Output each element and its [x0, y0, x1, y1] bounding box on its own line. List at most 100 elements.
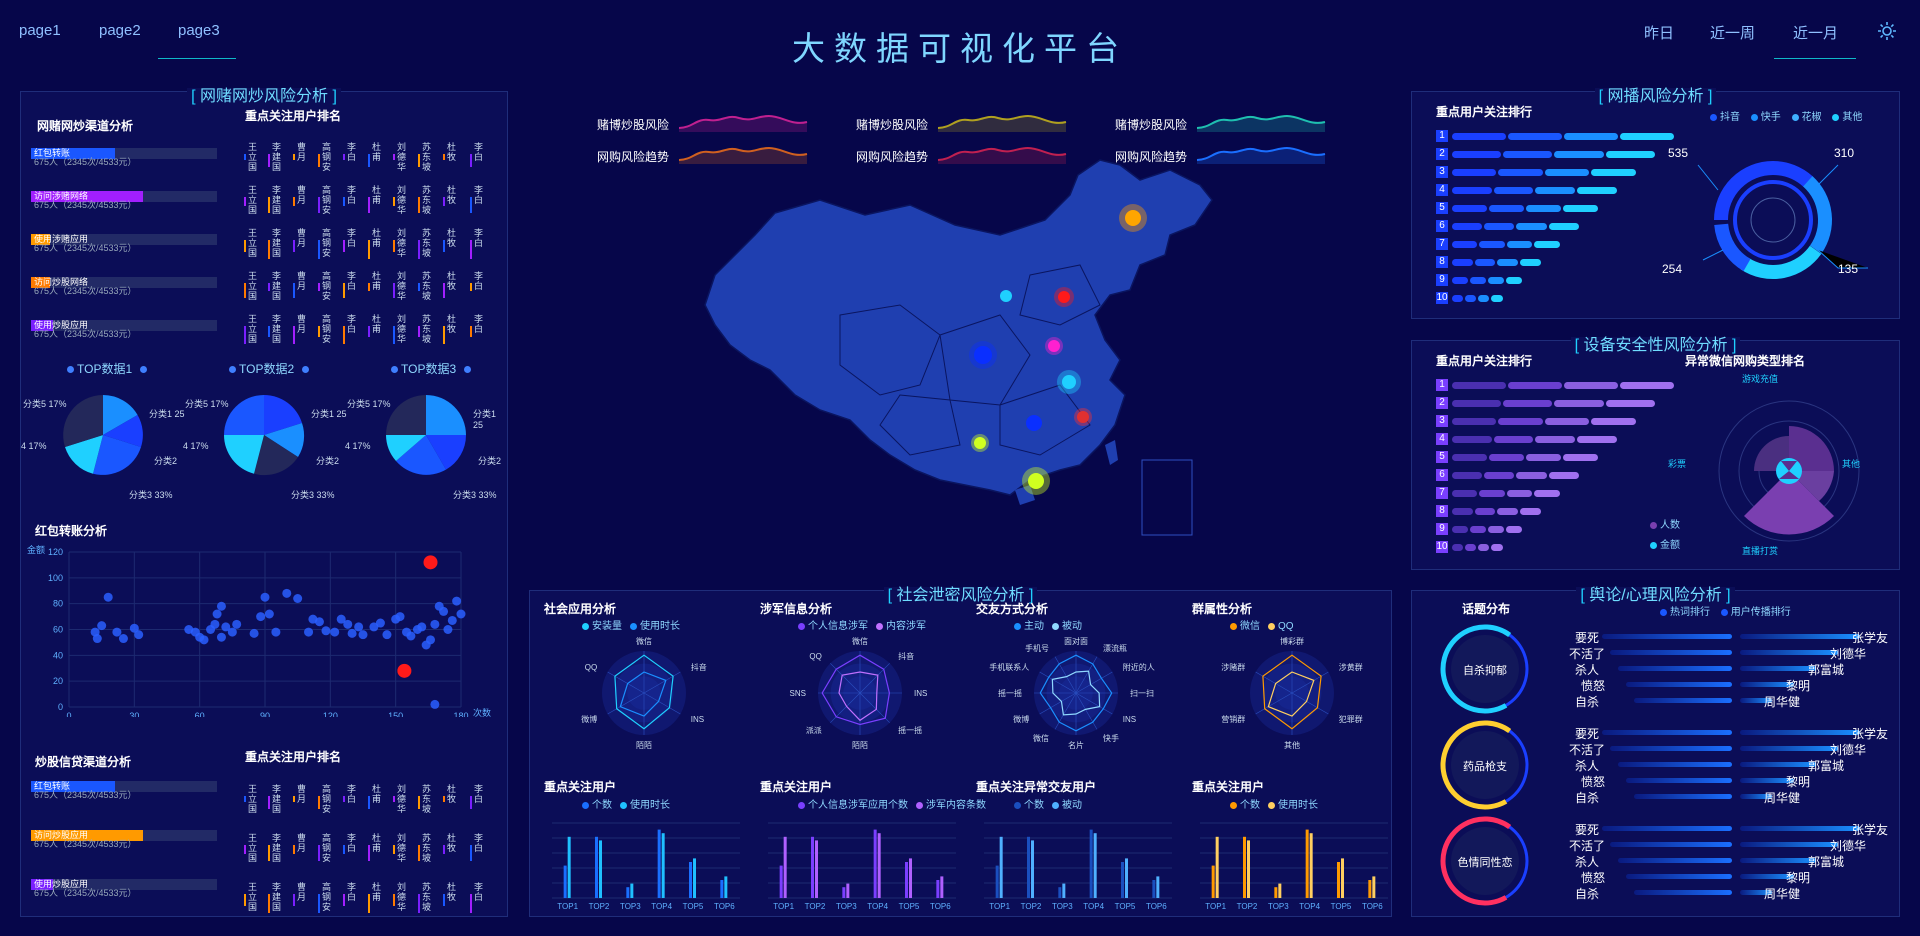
nav-page3[interactable]: page3 — [178, 22, 220, 39]
rank-name: 杜牧 — [446, 185, 456, 205]
rank-bar-segment — [1465, 295, 1477, 302]
user-label: 张学友 — [1852, 823, 1889, 837]
bar — [1274, 887, 1278, 898]
channel-label: 访问炒股应用 — [34, 830, 89, 840]
topic-bar — [1634, 794, 1732, 799]
bar-legend: 个数 使用时长 — [1222, 796, 1318, 811]
nav-page2[interactable]: page2 — [99, 22, 141, 39]
scatter-point — [216, 632, 226, 642]
top-data-2-text: TOP数据2 — [239, 362, 295, 376]
rank-marker — [343, 326, 345, 344]
topic-title: 话题分布 — [1462, 602, 1511, 616]
bar-category-label: TOP1 — [1205, 902, 1226, 911]
rank-marker — [268, 845, 270, 861]
rank-bar-segment — [1452, 241, 1478, 248]
rank-name: 苏东坡 — [421, 784, 431, 814]
user-bar — [1740, 746, 1838, 751]
rank-bar-segment — [1591, 169, 1636, 176]
channel-track — [31, 234, 217, 245]
radar-axis-label: 微信 — [636, 636, 652, 646]
radar-axis-label: 面对面 — [1064, 636, 1088, 646]
rank-name: 刘德华 — [396, 833, 406, 863]
rank-bar-segment — [1484, 223, 1515, 230]
scatter-xtick: 60 — [195, 711, 205, 717]
rank-bar-segment — [1452, 454, 1487, 461]
trend-area — [1197, 148, 1325, 164]
scatter-point — [118, 634, 128, 644]
rank-bar-segment — [1452, 382, 1506, 389]
rank-bar-segment — [1506, 490, 1533, 497]
rank-bar-segment — [1564, 133, 1618, 140]
scatter-point — [212, 609, 222, 619]
nav-last-month[interactable]: 近一月 — [1793, 25, 1839, 42]
trend-path — [1196, 114, 1326, 129]
rank-marker — [470, 197, 472, 213]
rank-bar-segment — [1452, 526, 1468, 533]
radar-axis-label: 抖音 — [898, 651, 914, 661]
legend-dot-icon — [798, 622, 805, 630]
bar — [815, 840, 818, 898]
radar-spoke — [1054, 656, 1077, 694]
radar-axis-label: INS — [1123, 715, 1136, 724]
rm-legend-people: 人数 — [1642, 516, 1680, 531]
trend-area — [679, 148, 807, 164]
topic-label: 杀人 — [1574, 855, 1599, 869]
bar-category-label: TOP2 — [589, 902, 610, 911]
rank-marker — [393, 240, 395, 252]
channel-bar — [31, 191, 143, 202]
rank-bar-segment — [1506, 241, 1533, 248]
rt-legend-3: 其他 — [1842, 112, 1863, 123]
legend-dot-icon — [798, 801, 805, 809]
rt-legend-0: 抖音 — [1720, 112, 1740, 123]
bar-category-label: TOP2 — [1021, 902, 1042, 911]
rank-bar-segment — [1452, 277, 1468, 284]
rank-name: 苏东坡 — [421, 185, 431, 215]
scatter-point — [330, 627, 340, 637]
radar-series — [1262, 654, 1322, 730]
bar — [1031, 840, 1034, 898]
bar — [877, 833, 881, 898]
trend-path — [1196, 146, 1326, 161]
gear-icon[interactable] — [1877, 21, 1897, 41]
top-data-2-label: TOP数据2 — [221, 360, 312, 377]
rank-bar-segment — [1577, 436, 1617, 443]
radar-spoke — [1291, 671, 1329, 694]
rank-marker — [470, 240, 472, 259]
scatter-point — [103, 592, 113, 602]
rank-name: 高钢安 — [321, 228, 331, 258]
rank-bar-segment — [1591, 418, 1636, 425]
nav-yesterday[interactable]: 昨日 — [1644, 25, 1675, 42]
stock-title: 炒股信贷渠道分析 — [35, 755, 132, 769]
trend-label: 网购风险趋势 — [597, 150, 670, 164]
rank-bar-segment — [1525, 205, 1561, 212]
rank-bar-segment — [1535, 187, 1576, 194]
rank-name: 李建国 — [271, 228, 281, 258]
user-bar — [1740, 634, 1860, 639]
rank-name: 刘德华 — [396, 185, 406, 215]
rank-bar-segment — [1452, 133, 1506, 140]
bar-category-label: TOP5 — [683, 902, 704, 911]
right-top-panel: 网播风险分析 重点用户关注排行 抖音 快手 花椒 其他 12345678910 … — [1411, 88, 1900, 319]
bar — [1211, 865, 1215, 898]
rank-marker — [470, 845, 472, 861]
rank-marker — [244, 283, 246, 298]
user-label: 郭富城 — [1808, 855, 1845, 869]
rank-name: 李白 — [346, 271, 356, 291]
rt-legend: 抖音 快手 花椒 其他 — [1702, 108, 1862, 123]
user-bar — [1740, 842, 1838, 847]
rank-bar-segment — [1535, 436, 1576, 443]
user-label: 刘德华 — [1830, 647, 1867, 661]
radar-axis-label: SNS — [790, 689, 806, 698]
rank-number: 9 — [1436, 523, 1448, 535]
rank-bar-segment — [1452, 436, 1492, 443]
nav-last-week[interactable]: 近一周 — [1710, 25, 1756, 42]
scatter-point — [129, 623, 139, 633]
china-map — [704, 159, 1213, 536]
legend-dot-icon — [1268, 801, 1275, 809]
legend-text: 个数 — [1240, 800, 1260, 811]
nav-page1[interactable]: page1 — [19, 22, 61, 39]
user-label: 黎明 — [1786, 679, 1811, 693]
bar-category-label: TOP3 — [1268, 902, 1289, 911]
